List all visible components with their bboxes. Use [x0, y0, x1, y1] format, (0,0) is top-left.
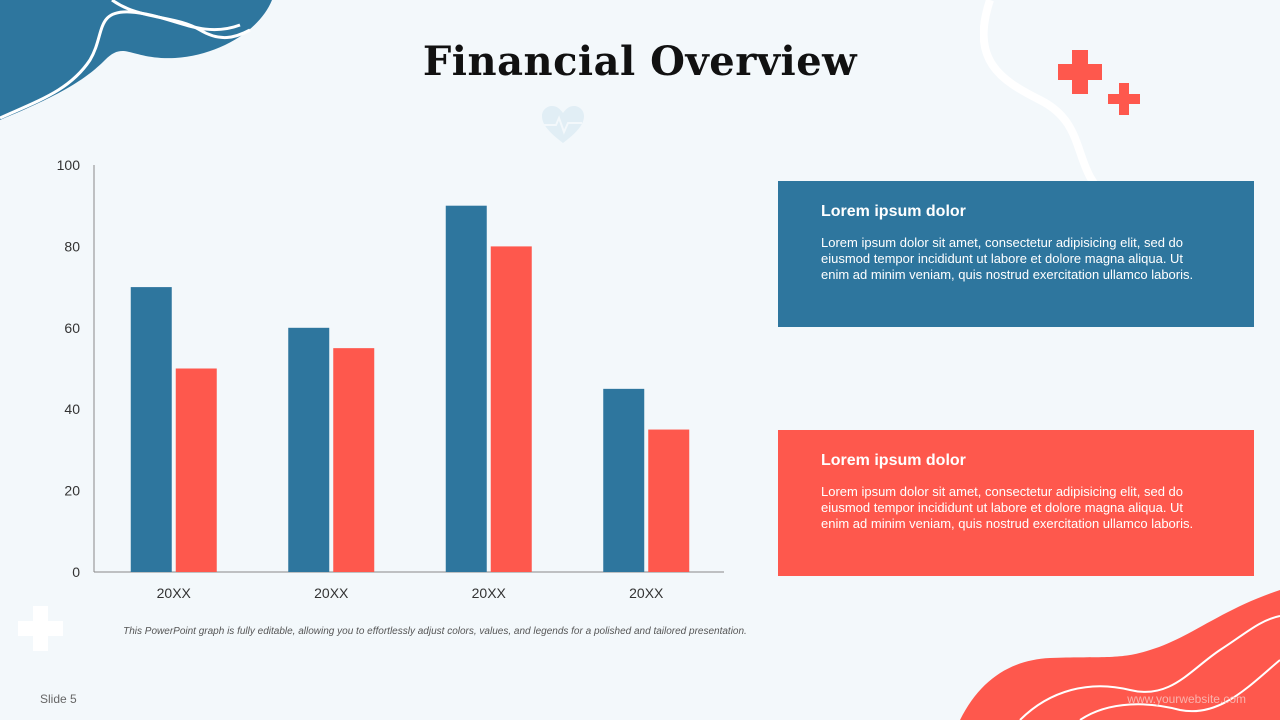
card-body: Lorem ipsum dolor sit amet, consectetur … [821, 484, 1194, 531]
bar-series-2 [175, 368, 217, 572]
info-card-blue: Lorem ipsum dolor Lorem ipsum dolor sit … [778, 181, 1254, 327]
y-tick-label: 40 [64, 401, 80, 417]
info-card-red: Lorem ipsum dolor Lorem ipsum dolor sit … [778, 430, 1254, 576]
heart-pulse-icon [542, 106, 584, 143]
card-body: Lorem ipsum dolor sit amet, consectetur … [821, 235, 1194, 282]
x-tick-label: 20XX [629, 585, 664, 601]
chart-caption: This PowerPoint graph is fully editable,… [123, 626, 747, 637]
x-tick-label: 20XX [314, 585, 349, 601]
bar-series-2 [333, 348, 375, 572]
line-decoration-top-right [980, 0, 1113, 200]
wave-decoration-top-left [0, 0, 272, 120]
plus-icon [1058, 50, 1102, 94]
y-tick-label: 60 [64, 320, 80, 336]
bar-series-1 [603, 388, 645, 572]
y-tick-label: 100 [57, 157, 81, 173]
page-title: Financial Overview [422, 38, 858, 85]
x-tick-label: 20XX [472, 585, 507, 601]
wave-decoration-bottom-right [960, 590, 1280, 720]
bar-series-1 [445, 205, 487, 572]
bar-series-2 [648, 429, 690, 572]
bar-series-1 [130, 287, 172, 572]
website-label: www.yourwebsite.com [1127, 692, 1246, 706]
bar-series-1 [288, 327, 330, 572]
y-tick-label: 0 [72, 564, 80, 580]
y-tick-label: 20 [64, 483, 80, 499]
x-tick-label: 20XX [157, 585, 192, 601]
plus-icon [1108, 83, 1140, 115]
card-heading: Lorem ipsum dolor [821, 452, 966, 469]
card-heading: Lorem ipsum dolor [821, 203, 966, 220]
bar-series-2 [490, 246, 532, 572]
slide-number: Slide 5 [40, 692, 77, 706]
plus-icon [18, 606, 63, 651]
y-tick-label: 80 [64, 238, 80, 254]
